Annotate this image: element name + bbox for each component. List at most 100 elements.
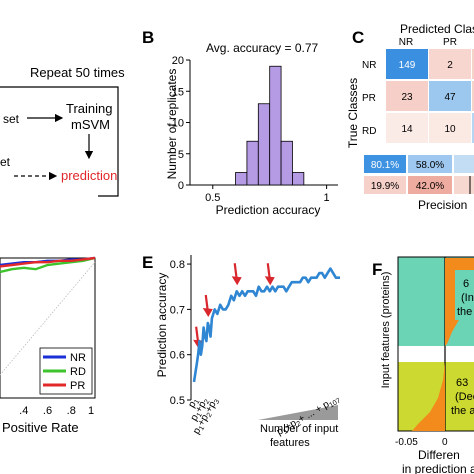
- chart-f-top-note-3: the a: [457, 306, 474, 318]
- chart-f-top-note-1: 6: [463, 278, 469, 290]
- panel-f: F Input features (proteins) 6 (In the a …: [372, 256, 474, 474]
- chart-e-xlabel-line2: features: [270, 437, 310, 449]
- x-tick-label: .6: [43, 405, 52, 417]
- panel-d: .4 .6 .8 1 NR RD PR Positive Rate: [0, 256, 96, 435]
- panel-c: C Predicted Class True Classes NR PR NR …: [346, 22, 474, 212]
- legend-pr-label: PR: [70, 380, 85, 392]
- cm-cell-pr-rd: [472, 81, 474, 111]
- x-tick-label: .4: [19, 405, 28, 417]
- chart-f-xlabel-1: Differen: [418, 448, 460, 462]
- precision-cell-1-2: [408, 155, 452, 173]
- red-arrow-head: [202, 307, 213, 317]
- col-label-nr: NR: [399, 37, 413, 48]
- cm-cell-rd-nr: [386, 113, 428, 143]
- cm-value-pr-nr: 23: [401, 92, 413, 103]
- et-label: et: [0, 155, 11, 169]
- y-tick-label: 20: [172, 55, 184, 67]
- chart-b-xlabel: Prediction accuracy: [216, 203, 321, 217]
- panel-letter-c: C: [352, 28, 364, 47]
- y-tick-label: 0.6: [170, 350, 185, 362]
- chart-f-bottom-note-2: (Dec: [455, 391, 474, 403]
- red-arrow-shaft: [195, 326, 200, 343]
- chart-f-ylabel: Input features (proteins): [380, 272, 392, 389]
- chart-f-top-note-box: [455, 270, 474, 320]
- chart-e-ylabel: Prediction accuracy: [155, 273, 169, 378]
- red-arrow-shaft: [266, 263, 271, 280]
- red-arrow-head: [231, 276, 242, 286]
- panel-e: E Prediction accuracy 0.50.60.70.8 p1 p1…: [142, 253, 342, 449]
- chart-f-xlabel-2: in prediction a: [402, 462, 474, 474]
- panel-letter-f: F: [372, 260, 382, 279]
- panel-letter-e: E: [142, 253, 153, 272]
- precision-value-1-1: 80.1%: [371, 160, 399, 171]
- chart-d-frame: [0, 257, 96, 399]
- precision-cell-2-2: [408, 176, 452, 194]
- chart-b-ylabel: Number of replicates: [165, 69, 179, 180]
- set-label: set: [3, 112, 20, 126]
- row-label-nr: NR: [362, 60, 376, 71]
- cm-cell-pr-pr: [429, 81, 471, 111]
- chart-d-xlabel: Positive Rate: [2, 420, 79, 435]
- row-label-pr: PR: [362, 93, 376, 104]
- chart-d-legend: NR RD PR: [39, 347, 93, 395]
- chart-e-accuracy-line: [192, 267, 340, 383]
- panel-a: Repeat 50 times set Training mSVM et pre…: [0, 65, 125, 197]
- precision-value-2-2: 42.0%: [416, 181, 444, 192]
- x-tick-label: 1: [88, 405, 94, 417]
- repeat-label: Repeat 50 times: [30, 65, 125, 80]
- precision-value-2-1: 19.9%: [371, 181, 399, 192]
- y-tick-label: 0.5: [170, 395, 185, 407]
- cm-cell-rd-pr: [429, 113, 471, 143]
- prediction-label: prediction: [61, 168, 117, 183]
- chart-f-top-note-2: (In: [461, 292, 474, 304]
- legend-rd-label: RD: [70, 366, 86, 378]
- chart-d-diagonal: [0, 261, 96, 376]
- cm-cell-rd-rd: [472, 113, 474, 143]
- red-arrow-head: [264, 276, 275, 286]
- cm-cell-nr-rd: [472, 49, 474, 79]
- row-label-rd: RD: [362, 126, 376, 137]
- chart-f-xtick-zero: 0: [442, 437, 448, 448]
- y-tick-label: 15: [172, 86, 184, 98]
- histogram-bar: [257, 103, 271, 186]
- training-label: Training: [66, 101, 112, 116]
- y-tick-label: 0.7: [170, 304, 185, 316]
- cm-value-nr-nr: 149: [399, 60, 416, 71]
- precision-label: Precision: [418, 198, 467, 212]
- red-arrow-shaft: [204, 294, 209, 312]
- legend-nr-label: NR: [70, 352, 86, 364]
- col-label-pr: PR: [443, 37, 457, 48]
- y-tick-label: 5: [178, 149, 184, 161]
- predicted-class-label: Predicted Class: [400, 22, 474, 36]
- y-tick-label: 10: [172, 118, 184, 130]
- true-classes-label: True Classes: [346, 78, 360, 148]
- x-tick-label: 1: [324, 192, 330, 204]
- y-tick-label: 0.8: [170, 259, 185, 271]
- chart-b-title: Avg. accuracy = 0.77: [206, 41, 319, 55]
- roc-line-pr: [0, 256, 96, 268]
- histogram-bar: [269, 65, 282, 186]
- cm-value-pr-pr: 47: [444, 92, 456, 103]
- precision-value-1-2: 58.0%: [416, 160, 444, 171]
- x-tick-label: .8: [67, 405, 76, 417]
- chart-f-xtick-neg: -0.05: [395, 437, 418, 448]
- histogram-bar: [280, 140, 293, 186]
- cm-cell-nr-pr: [429, 49, 471, 79]
- cm-value-rd-pr: 10: [444, 124, 456, 135]
- chart-f-bottom-note-1: 63: [456, 377, 468, 389]
- msvm-label: mSVM: [71, 117, 110, 132]
- histogram-bar: [246, 140, 259, 186]
- chart-f-bottom-note-3: the ac: [451, 405, 474, 417]
- cm-value-rd-nr: 14: [401, 124, 413, 135]
- precision-cell-2-3: [454, 176, 474, 194]
- red-arrow-shaft: [233, 263, 238, 280]
- cm-cell-pr-nr: [386, 81, 428, 111]
- feature-count-wedge: [258, 405, 338, 420]
- roc-line-rd: [0, 256, 96, 274]
- x-tick-label: 0.5: [205, 192, 220, 204]
- precision-cell-2-1: [364, 176, 406, 194]
- repeat-bracket: [0, 86, 119, 197]
- chart-f-bottom-bars: [412, 362, 445, 431]
- precision-cell-1-3: [454, 155, 474, 173]
